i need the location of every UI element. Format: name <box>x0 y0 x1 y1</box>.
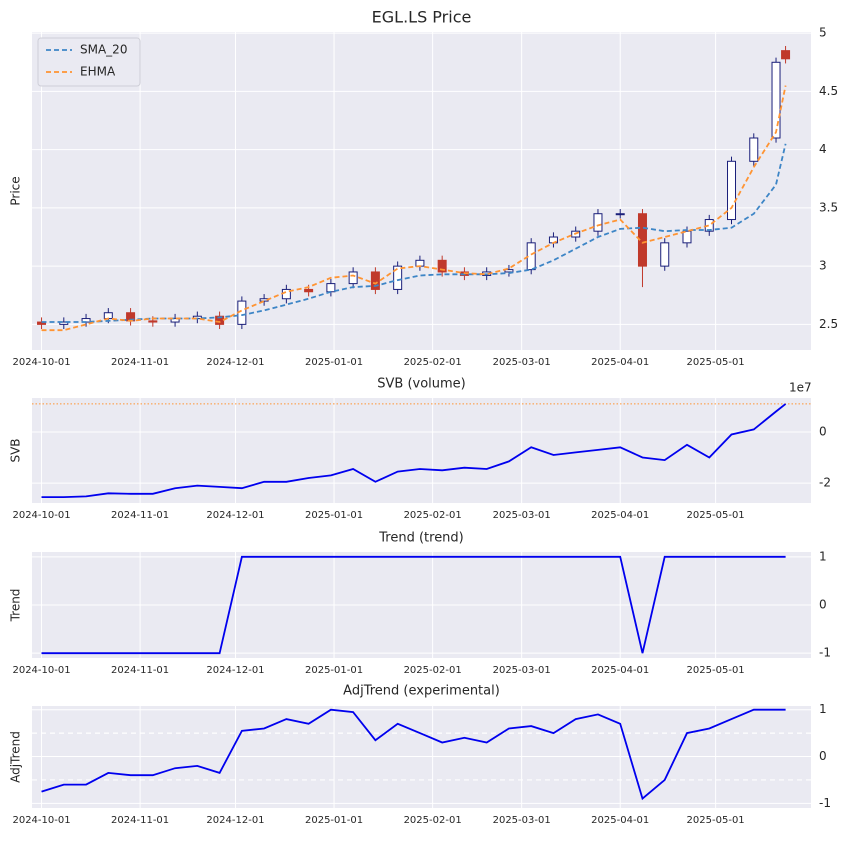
candle-body <box>593 213 603 232</box>
candle-body <box>727 160 737 221</box>
panel-title: EGL.LS Price <box>372 8 472 27</box>
series-line <box>41 403 787 499</box>
x-tick-label: 2024-10-01 <box>12 815 70 826</box>
x-tick-label: 2025-05-01 <box>687 815 745 826</box>
x-tick-label: 2025-05-01 <box>687 357 745 368</box>
candle-body <box>771 61 781 139</box>
y-tick-label: 3.5 <box>819 200 838 214</box>
y-tick-label: -1 <box>819 796 831 810</box>
x-tick-label: 2025-02-01 <box>404 665 462 676</box>
y-tick-label: 2.5 <box>819 317 838 331</box>
x-tick-label: 2024-12-01 <box>206 357 264 368</box>
x-tick-label: 2025-01-01 <box>305 510 363 521</box>
candle-body <box>59 321 69 325</box>
y-tick-label: 5 <box>819 26 827 40</box>
candle-body <box>704 219 714 232</box>
candle-body <box>637 213 647 267</box>
x-tick-label: 2025-03-01 <box>493 815 551 826</box>
x-tick-label: 2025-03-01 <box>493 510 551 521</box>
y-axis-label: Price <box>9 176 23 205</box>
x-tick-label: 2025-01-01 <box>305 665 363 676</box>
x-tick-label: 2025-04-01 <box>591 815 649 826</box>
y-axis-label: SVB <box>9 438 23 462</box>
x-tick-label: 2024-10-01 <box>12 510 70 521</box>
x-tick-label: 2025-04-01 <box>591 510 649 521</box>
x-tick-label: 2024-11-01 <box>111 357 169 368</box>
panel-title: Trend (trend) <box>378 531 464 546</box>
x-tick-label: 2025-04-01 <box>591 357 649 368</box>
candle-body <box>170 318 180 323</box>
x-tick-label: 2024-10-01 <box>12 357 70 368</box>
x-tick-label: 2024-12-01 <box>206 815 264 826</box>
plot-background <box>32 32 811 350</box>
x-tick-label: 2025-03-01 <box>493 357 551 368</box>
series-line <box>41 708 786 801</box>
candle-body <box>326 283 336 293</box>
x-tick-label: 2024-12-01 <box>206 665 264 676</box>
x-tick-label: 2025-02-01 <box>404 815 462 826</box>
x-tick-label: 2025-01-01 <box>305 357 363 368</box>
x-tick-label: 2024-10-01 <box>12 665 70 676</box>
x-tick-label: 2025-04-01 <box>591 665 649 676</box>
legend-label: EHMA <box>80 65 116 79</box>
candle-body <box>148 320 158 323</box>
candle-body <box>437 259 447 273</box>
candle-body <box>660 242 670 267</box>
x-tick-label: 2025-05-01 <box>687 510 745 521</box>
indicator-line <box>41 85 787 332</box>
y-axis-label: AdjTrend <box>9 731 23 783</box>
candle-body <box>526 242 536 271</box>
series-line <box>41 555 786 655</box>
y-tick-label: 4.5 <box>819 84 838 98</box>
x-tick-label: 2025-01-01 <box>305 815 363 826</box>
x-tick-label: 2025-02-01 <box>404 357 462 368</box>
candle-body <box>370 271 380 290</box>
y-tick-label: 3 <box>819 259 827 273</box>
candle-body <box>615 213 625 216</box>
legend-label: SMA_20 <box>80 43 127 57</box>
x-tick-label: 2025-05-01 <box>687 665 745 676</box>
y-tick-label: -2 <box>819 476 831 490</box>
candle-body <box>682 230 692 244</box>
y-tick-label: 0 <box>819 598 827 612</box>
candle-body <box>781 50 791 60</box>
x-tick-label: 2025-02-01 <box>404 510 462 521</box>
candle-body <box>348 271 358 285</box>
y-tick-label: 4 <box>819 142 827 156</box>
y-axis-label: Trend <box>9 589 23 623</box>
panel-title: AdjTrend (experimental) <box>343 684 500 699</box>
plot-background <box>32 398 811 503</box>
x-tick-label: 2024-12-01 <box>206 510 264 521</box>
y-tick-label: 1 <box>819 549 827 563</box>
y-offset-label: 1e7 <box>789 381 812 395</box>
y-tick-label: 1 <box>819 702 827 716</box>
y-tick-label: 0 <box>819 424 827 438</box>
candle-body <box>504 269 514 273</box>
x-tick-label: 2024-11-01 <box>111 815 169 826</box>
x-tick-label: 2025-03-01 <box>493 665 551 676</box>
x-tick-label: 2024-11-01 <box>111 510 169 521</box>
y-tick-label: -1 <box>819 646 831 660</box>
y-tick-label: 0 <box>819 749 827 763</box>
x-tick-label: 2024-11-01 <box>111 665 169 676</box>
panel-title: SVB (volume) <box>377 377 466 392</box>
candle-body <box>304 288 314 293</box>
candle-body <box>393 265 403 290</box>
candle-body <box>749 137 759 162</box>
